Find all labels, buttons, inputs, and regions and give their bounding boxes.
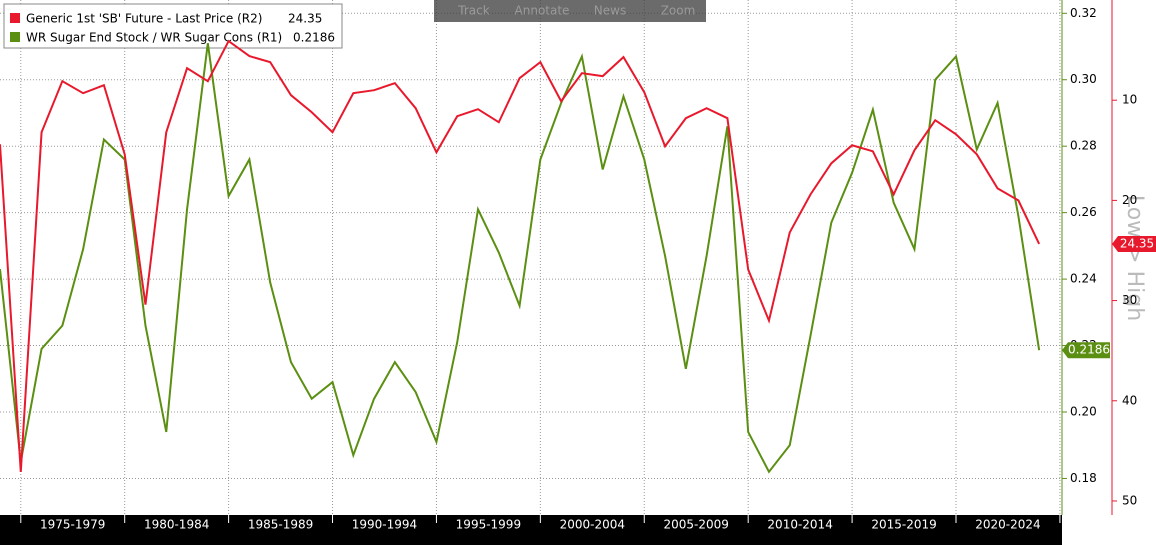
value-tag [1112,235,1156,252]
toolbar-background [434,0,706,22]
legend-label: WR Sugar End Stock / WR Sugar Cons (R1) [26,31,282,45]
value-tag [1062,342,1110,359]
legend-box [3,3,343,49]
y-tick-label: 0.18 [1070,471,1097,485]
y-tick-label: 0.28 [1070,139,1097,153]
x-tick-label: 2005-2009 [664,518,729,532]
legend: Generic 1st 'SB' Future - Last Price (R2… [3,3,343,49]
y-tick-label: 0.20 [1070,405,1097,419]
x-tick-label: 2020-2024 [975,518,1040,532]
x-tick-label: 1990-1994 [352,518,417,532]
legend-swatch [10,13,20,23]
y2-axis-title: Low > High [1122,195,1147,321]
value-tag-label: 0.2186 [1068,343,1110,357]
toolbar-button[interactable]: Track [457,4,489,18]
y2-tick-label: 50 [1122,493,1137,507]
x-tick-label: 1975-1979 [40,518,105,532]
x-tick-label: 2000-2004 [560,518,625,532]
legend-swatch [10,32,20,42]
x-tick-label: 1980-1984 [144,518,209,532]
y-tick-label: 0.30 [1070,72,1097,86]
y2-tick-label: 20 [1122,193,1137,207]
toolbar-button[interactable]: Zoom [661,4,696,18]
series-line [0,43,1041,474]
y-tick-label: 0.26 [1070,205,1097,219]
legend-label: Generic 1st 'SB' Future - Last Price (R2… [26,12,262,26]
toolbar: Track Annotate News Zoom [434,0,706,22]
value-tag-label: 24.35 [1120,236,1154,250]
toolbar-button[interactable]: Annotate [515,4,570,18]
x-tick-label: 2010-2014 [767,518,832,532]
x-tick-label: 1995-1999 [456,518,521,532]
y-tick-label: 0.24 [1070,272,1097,286]
y2-tick-label: 40 [1122,393,1137,407]
y2-tick-label: 30 [1122,293,1137,307]
series-line [0,39,1041,472]
x-tick-label: 1985-1989 [248,518,313,532]
x-tick-label: 2015-2019 [871,518,936,532]
toolbar-button[interactable]: News [594,4,626,18]
legend-last-value: 0.2186 [293,31,335,45]
y-tick-label: 0.32 [1070,6,1097,20]
legend-last-value: 24.35 [288,12,322,26]
x-axis-band [0,515,1062,545]
y2-tick-label: 10 [1122,93,1137,107]
